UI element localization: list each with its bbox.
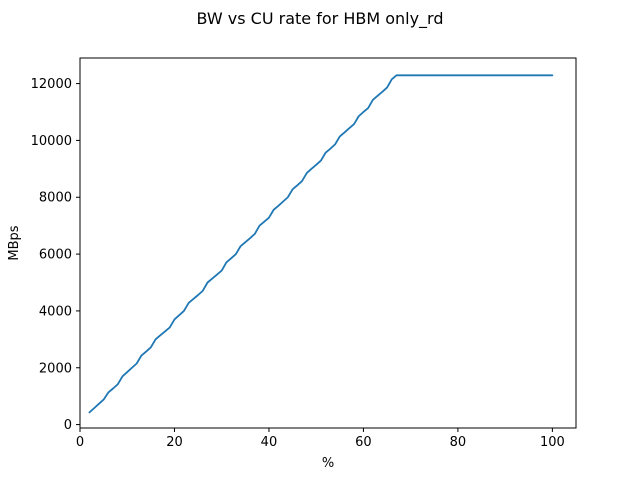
plot-frame (79, 57, 577, 429)
y-tick-label: 8000 (39, 191, 72, 206)
x-tick-label: 60 (355, 435, 372, 450)
plot-area (80, 58, 576, 428)
y-tick-label: 4000 (39, 304, 72, 319)
y-tick-label: 6000 (39, 248, 72, 263)
y-tick-label: 12000 (31, 77, 72, 92)
x-tick-label: 80 (450, 435, 467, 450)
y-axis-label: MBps (7, 225, 22, 260)
x-tick-label: 40 (261, 435, 278, 450)
series-line (88, 74, 554, 414)
chart-title: BW vs CU rate for HBM only_rd (196, 9, 443, 29)
y-tick-label: 0 (64, 418, 72, 433)
tick-layer: 0 20 40 60 80 100 0 2000 4000 6000 8000 10000 12000 (31, 77, 565, 450)
x-tick-label: 0 (76, 435, 84, 450)
y-tick-label: 10000 (31, 134, 72, 149)
y-tick-label: 2000 (39, 361, 72, 376)
x-tick-label: 20 (166, 435, 183, 450)
x-axis-label: % (322, 456, 334, 471)
series-layer (88, 74, 554, 414)
x-tick-label: 100 (540, 435, 565, 450)
